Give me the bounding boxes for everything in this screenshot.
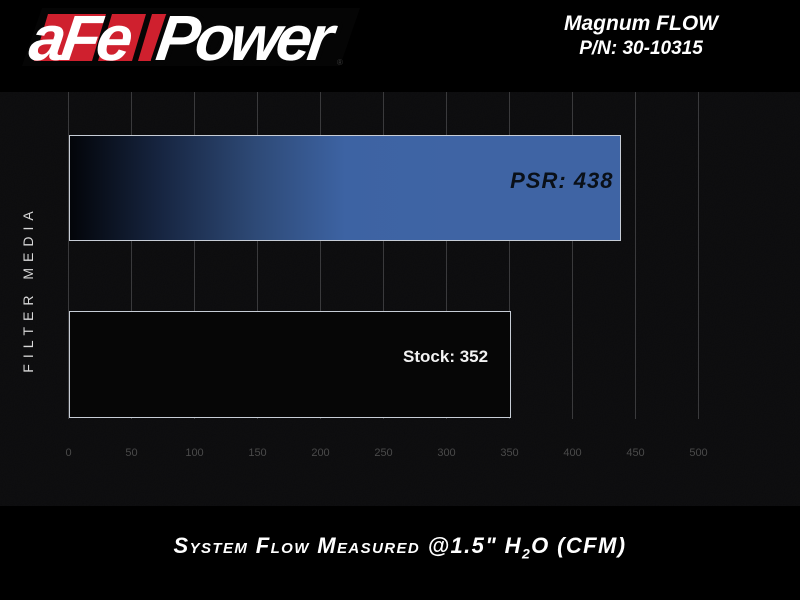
svg-text:Power: Power [152, 2, 341, 74]
svg-text:®: ® [337, 58, 343, 67]
svg-text:aFe: aFe [25, 2, 136, 74]
